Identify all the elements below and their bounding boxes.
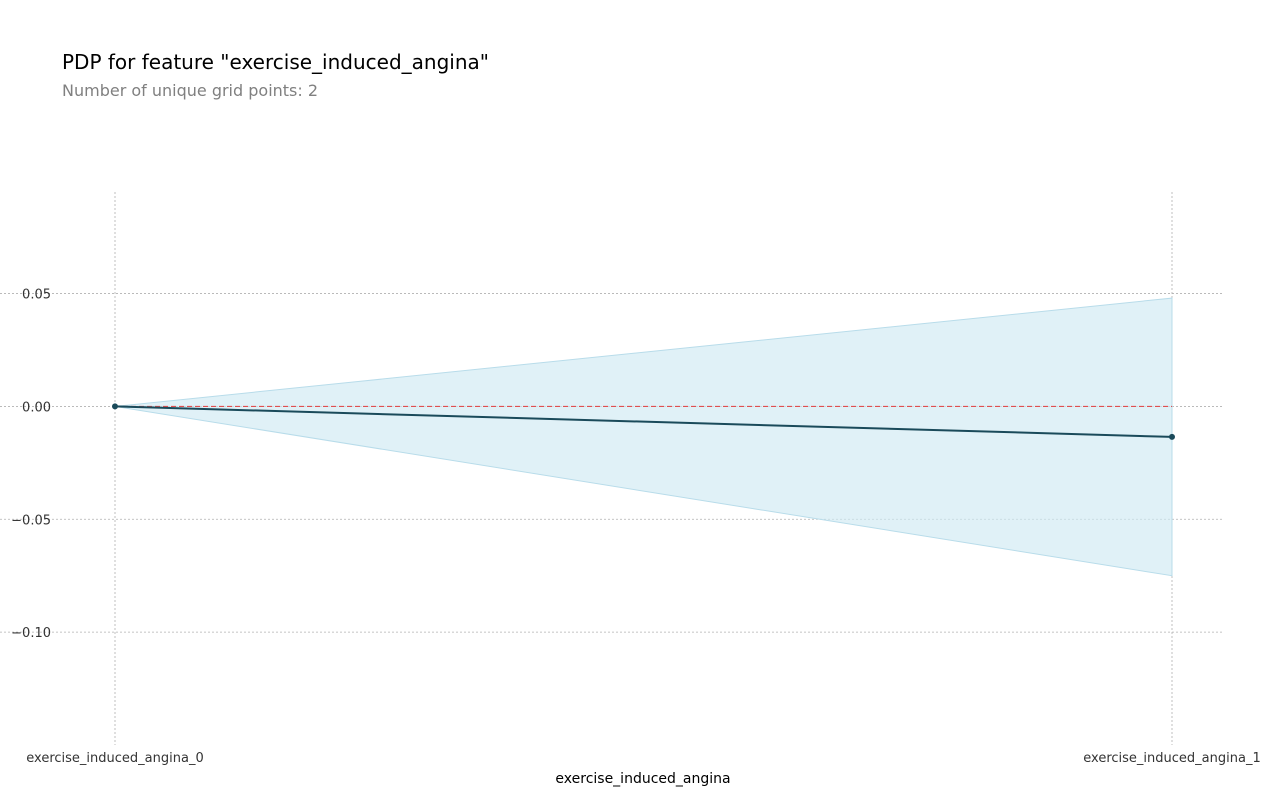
pdp-point (1169, 433, 1175, 440)
pdp-line (114, 405, 1173, 438)
chart-subtitle: Number of unique grid points: 2 (62, 81, 319, 100)
y-tick-label: 0.00 (22, 400, 51, 415)
confidence-band (114, 297, 1173, 577)
x-tick-labels: exercise_induced_angina_0 exercise_induce… (26, 751, 1260, 766)
y-tick-label: −0.05 (11, 513, 51, 528)
x-tick-label: exercise_induced_angina_0 (26, 751, 203, 766)
y-tick-label: −0.10 (11, 626, 51, 641)
pdp-line-layer (112, 403, 1175, 440)
y-tick-label: 0.05 (22, 288, 51, 303)
pdp-point (112, 403, 118, 410)
confidence-band-layer (114, 297, 1173, 577)
x-tick-label: exercise_induced_angina_1 (1083, 751, 1260, 766)
x-axis-label: exercise_induced_angina (555, 771, 730, 787)
y-tick-labels: 0.05 0.00 −0.05 −0.10 (11, 288, 51, 642)
chart-title: PDP for feature "exercise_induced_angina… (62, 50, 489, 74)
